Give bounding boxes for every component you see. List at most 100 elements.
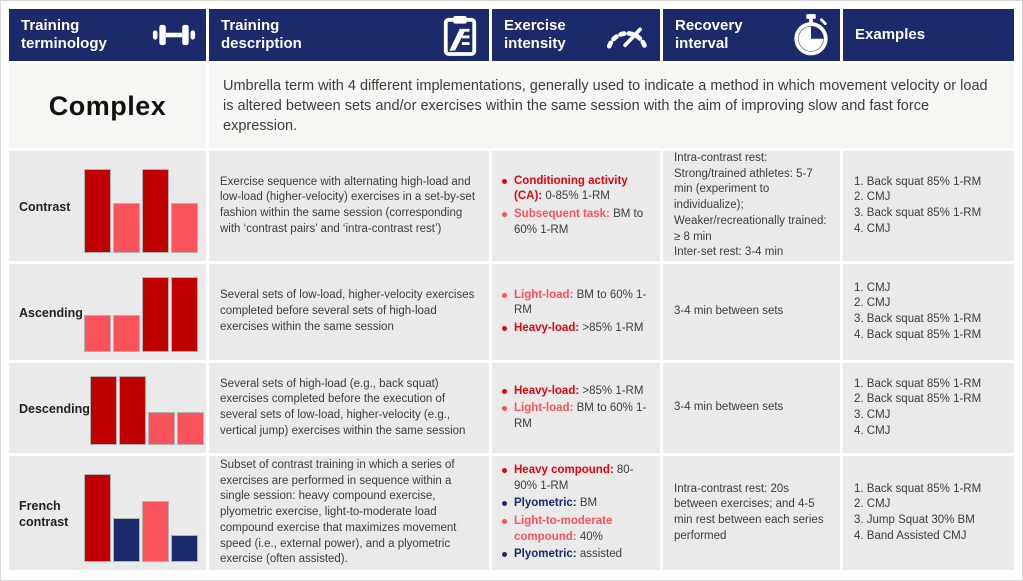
intensity-label: Light-load:	[514, 402, 574, 415]
intensity-value: BM to 60% 1-RM	[514, 208, 644, 236]
bar	[142, 501, 169, 562]
row-complex-term-cell: Complex	[9, 64, 206, 148]
examples-list: 1. CMJ 2. CMJ 3. Back squat 85% 1-RM 4. …	[854, 281, 982, 341]
description-text: Subset of contrast training in which a s…	[220, 458, 457, 566]
intensity-item: Subsequent task: BM to 60% 1-RM	[500, 207, 652, 238]
intensity-item: Conditioning activity (CA): 0-85% 1-RM	[500, 174, 652, 205]
bar	[113, 315, 140, 352]
bullet-icon	[502, 325, 507, 331]
intensity-label: Plyometric:	[514, 497, 577, 510]
row-ascending-examples-cell: 1. CMJ 2. CMJ 3. Back squat 85% 1-RM 4. …	[843, 264, 1014, 360]
bar	[118, 376, 146, 445]
intensity-item: Heavy compound: 80-90% 1-RM	[500, 463, 652, 494]
bar	[142, 169, 169, 253]
bar	[142, 277, 169, 352]
row-french-contrast-recovery-cell: Intra-contrast rest: 20s between exercis…	[663, 456, 840, 570]
bullet-icon	[502, 178, 507, 184]
intensity-item: Light-to-moderate compound: 40%	[500, 514, 652, 545]
bar	[171, 202, 198, 253]
speedometer-icon	[604, 21, 650, 49]
french-contrast-bar-chart	[84, 467, 198, 562]
header-cell-recovery-interval: Recovery interval	[663, 9, 840, 61]
header-label: Exercise intensity	[504, 17, 566, 52]
row-french-contrast-term-cell: French contrast	[9, 456, 206, 570]
recovery-text: Intra-contrast rest: 20s between exercis…	[674, 482, 824, 542]
term-label-contrast: Contrast	[19, 199, 71, 214]
intensity-value: BM	[579, 497, 598, 510]
examples-list: 1. Back squat 85% 1-RM 2. CMJ 3. Jump Sq…	[854, 482, 982, 542]
examples-list: 1. Back squat 85% 1-RM 2. CMJ 3. Back sq…	[854, 175, 982, 235]
bullet-icon	[502, 388, 507, 394]
intensity-label: Light-to-moderate compound:	[514, 515, 613, 543]
recovery-text: Intra-contrast rest: Strong/trained athl…	[674, 151, 827, 259]
intensity-item: Heavy-load: >85% 1-RM	[500, 384, 652, 400]
term-label-ascending: Ascending	[19, 305, 83, 320]
intensity-label: Conditioning activity (CA):	[514, 174, 628, 203]
term-label-complex: Complex	[48, 90, 167, 121]
row-contrast-description-cell: Exercise sequence with alternating high-…	[209, 151, 489, 261]
bullet-icon	[502, 406, 507, 412]
intensity-value: assisted	[579, 548, 623, 561]
bar	[171, 277, 198, 352]
intensity-value: 80-90% 1-RM	[514, 464, 634, 492]
row-ascending-description-cell: Several sets of low-load, higher-velocit…	[209, 264, 489, 360]
term-label-descending: Descending	[19, 401, 90, 416]
intensity-item: Light-load: BM to 60% 1-RM	[500, 401, 652, 432]
description-text: Exercise sequence with alternating high-…	[220, 175, 476, 235]
intensity-value: >85% 1-RM	[582, 321, 644, 334]
row-contrast-term-cell: Contrast	[9, 151, 206, 261]
bullet-icon	[502, 292, 507, 298]
row-french-contrast-description-cell: Subset of contrast training in which a s…	[209, 456, 489, 570]
intensity-value: 0-85% 1-RM	[545, 190, 610, 203]
bar	[171, 535, 198, 562]
row-descending-description-cell: Several sets of high-load (e.g., back sq…	[209, 363, 489, 453]
intensity-label: Light-load:	[514, 288, 574, 301]
bullet-icon	[502, 501, 507, 507]
complex-description-text: Umbrella term with 4 different implement…	[223, 77, 988, 135]
intensity-value: >85% 1-RM	[582, 384, 644, 397]
row-french-contrast-examples-cell: 1. Back squat 85% 1-RM 2. CMJ 3. Jump Sq…	[843, 456, 1014, 570]
intensity-value: 40%	[579, 530, 603, 543]
row-complex-description-cell: Umbrella term with 4 different implement…	[209, 64, 1014, 148]
intensity-item: Light-load: BM to 60% 1-RM	[500, 288, 652, 319]
recovery-text: 3-4 min between sets	[674, 305, 784, 318]
row-french-contrast-intensity-cell: Heavy compound: 80-90% 1-RM Plyometric: …	[492, 456, 660, 570]
clipboard-pencil-icon	[441, 14, 479, 56]
bullet-icon	[502, 519, 507, 524]
header-cell-exercise-intensity: Exercise intensity	[492, 9, 660, 61]
row-descending-term-cell: Descending	[9, 363, 206, 453]
description-text: Several sets of high-load (e.g., back sq…	[220, 377, 466, 437]
bar	[113, 518, 140, 562]
intensity-item: Plyometric: BM	[500, 496, 652, 512]
term-label-french-contrast: French contrast	[19, 498, 69, 529]
intensity-label: Heavy-load:	[514, 321, 580, 334]
recovery-text: 3-4 min between sets	[674, 401, 784, 414]
bar	[84, 169, 111, 253]
header-label: Training terminology	[21, 17, 107, 52]
row-descending-intensity-cell: Heavy-load: >85% 1-RM Light-load: BM to …	[492, 363, 660, 453]
row-descending-examples-cell: 1. Back squat 85% 1-RM 2. Back squat 85%…	[843, 363, 1014, 453]
bar	[176, 411, 204, 445]
intensity-label: Subsequent task:	[514, 208, 610, 220]
header-cell-training-description: Training description	[209, 9, 489, 61]
bullet-icon	[502, 212, 507, 217]
intensity-value: BM to 60% 1-RM	[514, 288, 647, 317]
header-cell-training-terminology: Training terminology	[9, 9, 206, 61]
descending-bar-chart	[89, 374, 204, 445]
examples-list: 1. Back squat 85% 1-RM 2. Back squat 85%…	[854, 377, 982, 437]
ascending-bar-chart	[84, 275, 198, 352]
row-ascending-recovery-cell: 3-4 min between sets	[663, 264, 840, 360]
header-label: Training description	[221, 17, 302, 52]
bullet-icon	[502, 552, 507, 558]
header-label: Recovery interval	[675, 17, 743, 52]
intensity-item: Heavy-load: >85% 1-RM	[500, 321, 652, 337]
intensity-list: Heavy-load: >85% 1-RM Light-load: BM to …	[500, 382, 652, 435]
row-contrast-recovery-cell: Intra-contrast rest: Strong/trained athl…	[663, 151, 840, 261]
row-contrast-intensity-cell: Conditioning activity (CA): 0-85% 1-RM S…	[492, 151, 660, 261]
intensity-label: Heavy compound:	[514, 464, 614, 477]
intensity-list: Light-load: BM to 60% 1-RM Heavy-load: >…	[500, 286, 652, 339]
intensity-list: Heavy compound: 80-90% 1-RM Plyometric: …	[500, 461, 652, 564]
intensity-item: Plyometric: assisted	[500, 547, 652, 563]
header-cell-examples: Examples	[843, 9, 1014, 61]
